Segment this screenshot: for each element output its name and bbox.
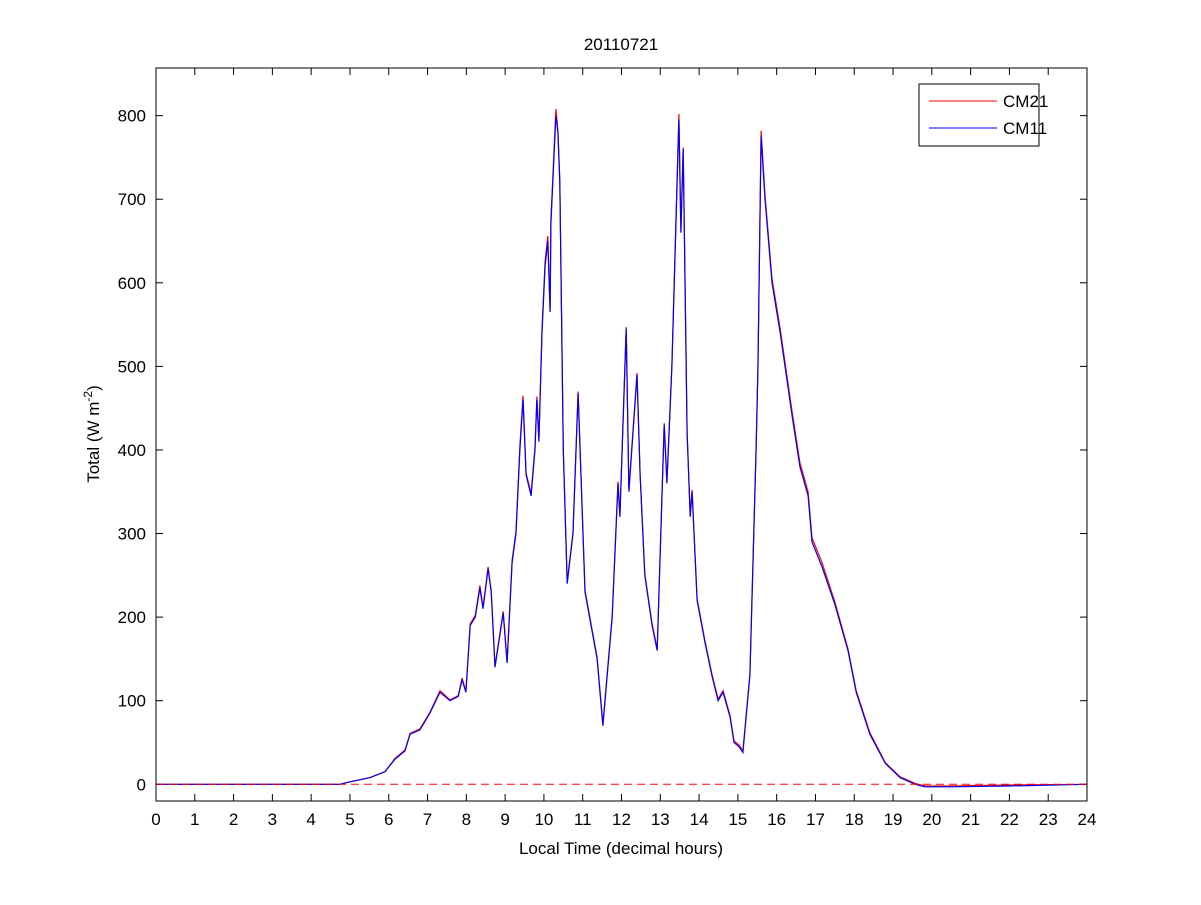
y-axis-label: Total (W m-2) (81, 385, 103, 483)
x-tick-label: 16 (767, 810, 786, 829)
x-tick-label: 5 (345, 810, 354, 829)
legend-label-cm21: CM21 (1003, 92, 1048, 111)
x-tick-label: 21 (961, 810, 980, 829)
x-tick-label: 23 (1039, 810, 1058, 829)
x-axis-label: Local Time (decimal hours) (519, 839, 723, 858)
x-tick-label: 22 (1000, 810, 1019, 829)
x-tick-label: 7 (423, 810, 432, 829)
x-tick-label: 9 (500, 810, 509, 829)
y-tick-label: 300 (118, 525, 146, 544)
x-tick-label: 18 (845, 810, 864, 829)
x-tick-label: 2 (229, 810, 238, 829)
x-tick-label: 17 (806, 810, 825, 829)
y-axis-label-sup: -2 (81, 391, 95, 402)
axis-ticks: 0 1 2 3 4 5 6 7 8 9 10 11 12 13 14 15 16 17 18 19 20 21 22 23 24… (118, 68, 1097, 829)
x-tick-label: 20 (922, 810, 941, 829)
y-tick-label: 700 (118, 190, 146, 209)
y-tick-label: 200 (118, 608, 146, 627)
x-tick-label: 12 (612, 810, 631, 829)
x-tick-label: 6 (384, 810, 393, 829)
plot-area (156, 68, 1087, 801)
y-axis-label-main: Total (W m (84, 402, 103, 483)
axes-box (155, 67, 1088, 802)
y-axis-label-close: ) (84, 385, 103, 391)
y-tick-label: 500 (118, 357, 146, 376)
x-tick-label: 10 (534, 810, 553, 829)
x-tick-label: 24 (1078, 810, 1097, 829)
y-tick-label: 800 (118, 107, 146, 126)
x-tick-label: 11 (574, 810, 592, 829)
x-tick-label: 13 (651, 810, 670, 829)
series-lines (156, 108, 1088, 788)
x-tick-label: 0 (151, 810, 160, 829)
x-tick-label: 1 (190, 810, 199, 829)
series-line-cm11 (156, 115, 1088, 788)
y-tick-label: 100 (118, 692, 146, 711)
legend-label-cm11: CM11 (1003, 119, 1047, 138)
x-tick-label: 4 (306, 810, 315, 829)
legend: CM21 CM11 (918, 83, 1048, 147)
chart-title: 20110721 (584, 35, 658, 54)
x-tick-label: 3 (268, 810, 277, 829)
x-tick-label: 19 (884, 810, 903, 829)
y-tick-label: 600 (118, 274, 146, 293)
y-tick-label: 0 (137, 775, 146, 794)
x-tick-label: 14 (690, 810, 709, 829)
x-tick-label: 8 (462, 810, 471, 829)
y-tick-label: 400 (118, 441, 146, 460)
x-tick-label: 15 (728, 810, 747, 829)
legend-box (918, 83, 1040, 147)
